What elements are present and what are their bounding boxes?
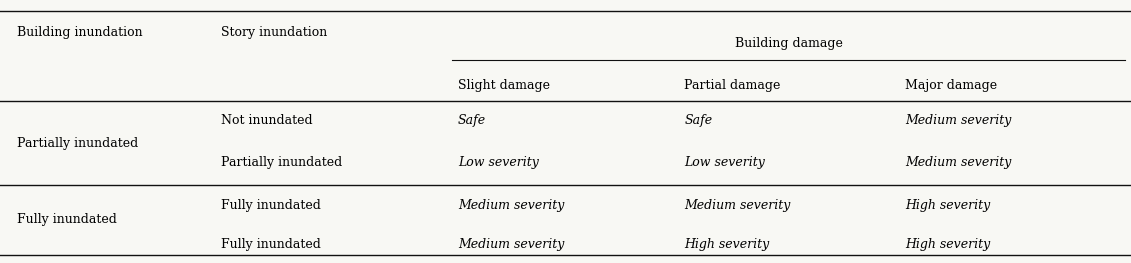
Text: Safe: Safe bbox=[684, 114, 713, 127]
Text: High severity: High severity bbox=[905, 238, 990, 251]
Text: Fully inundated: Fully inundated bbox=[221, 238, 320, 251]
Text: Story inundation: Story inundation bbox=[221, 26, 327, 39]
Text: Medium severity: Medium severity bbox=[905, 114, 1011, 127]
Text: Low severity: Low severity bbox=[684, 156, 766, 169]
Text: Slight damage: Slight damage bbox=[458, 79, 550, 92]
Text: Medium severity: Medium severity bbox=[684, 199, 791, 211]
Text: Partially inundated: Partially inundated bbox=[221, 156, 342, 169]
Text: Fully inundated: Fully inundated bbox=[221, 199, 320, 211]
Text: Fully inundated: Fully inundated bbox=[17, 213, 116, 226]
Text: Partially inundated: Partially inundated bbox=[17, 137, 138, 150]
Text: Medium severity: Medium severity bbox=[458, 238, 564, 251]
Text: Medium severity: Medium severity bbox=[458, 199, 564, 211]
Text: Building inundation: Building inundation bbox=[17, 26, 143, 39]
Text: High severity: High severity bbox=[905, 199, 990, 211]
Text: High severity: High severity bbox=[684, 238, 769, 251]
Text: Not inundated: Not inundated bbox=[221, 114, 312, 127]
Text: Partial damage: Partial damage bbox=[684, 79, 780, 92]
Text: Medium severity: Medium severity bbox=[905, 156, 1011, 169]
Text: Major damage: Major damage bbox=[905, 79, 996, 92]
Text: Low severity: Low severity bbox=[458, 156, 539, 169]
Text: Safe: Safe bbox=[458, 114, 486, 127]
Text: Building damage: Building damage bbox=[735, 37, 843, 50]
